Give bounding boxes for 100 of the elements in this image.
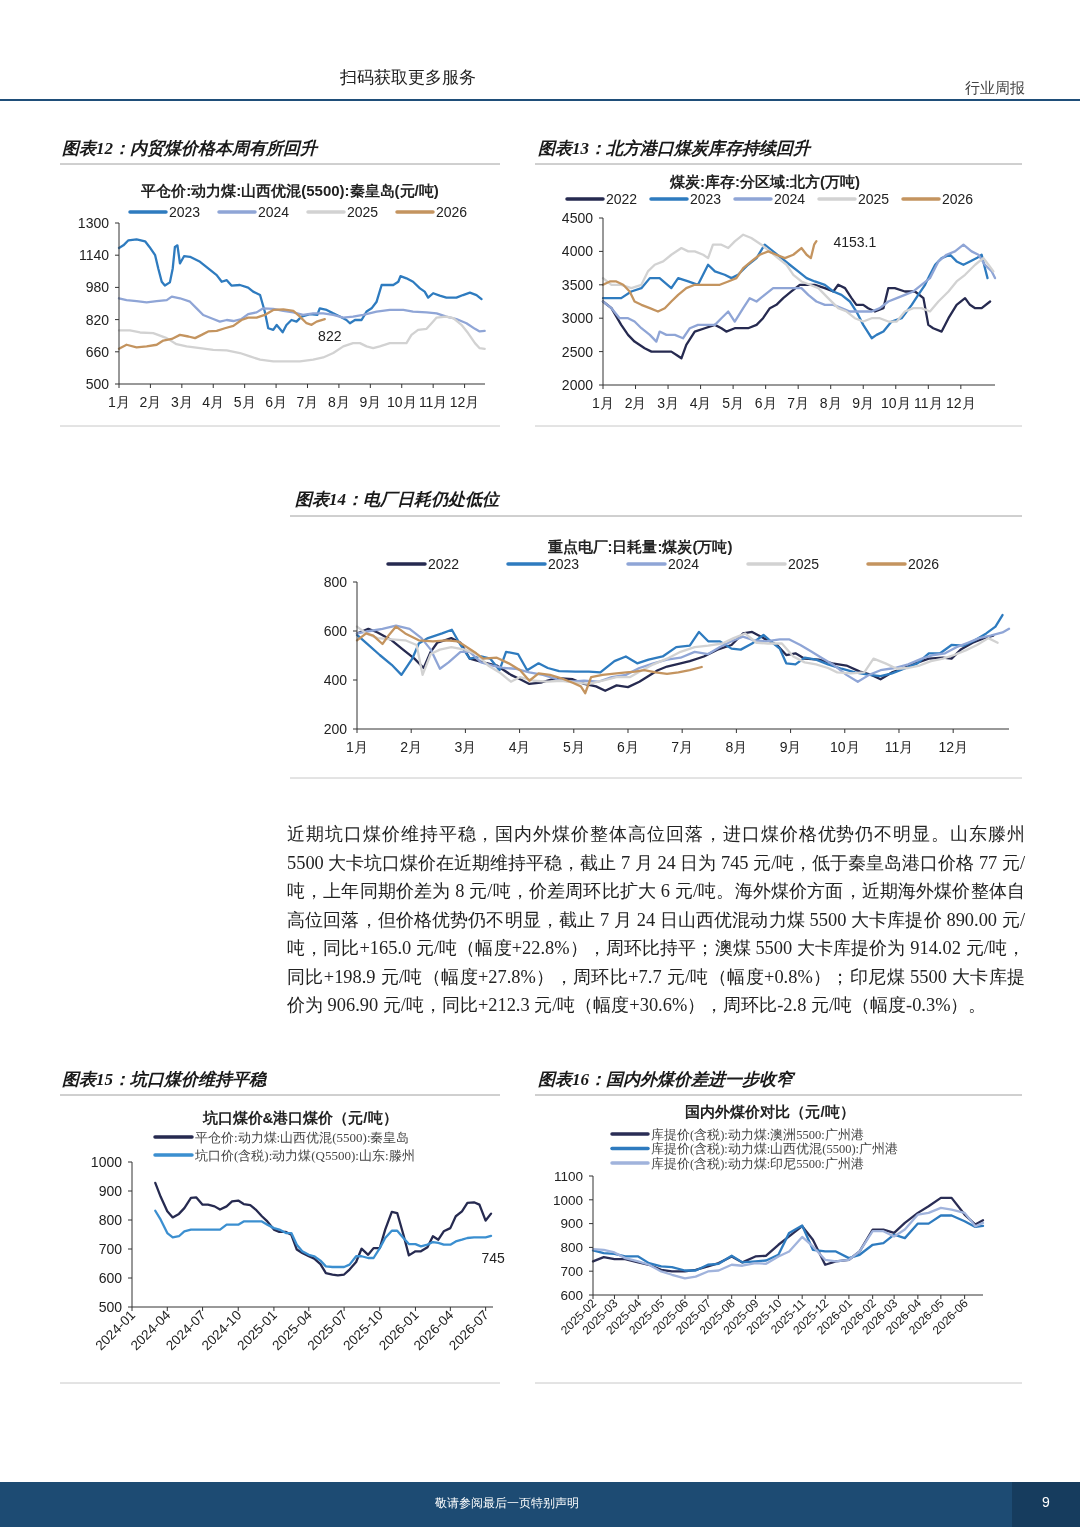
y-tick-label: 1000 (90, 1154, 123, 1171)
x-tick-label: 12月 (938, 739, 968, 755)
legend-item: 2026 (395, 204, 468, 221)
y-tick-label: 3500 (561, 276, 594, 293)
y-tick-label: 700 (560, 1264, 583, 1280)
x-tick-label: 10月 (386, 394, 417, 410)
x-tick-label: 12月 (946, 395, 976, 411)
annotation: 4153.1 (833, 234, 877, 251)
legend-label: 2026 (908, 556, 940, 573)
x-tick-label: 6月 (754, 395, 777, 411)
legend-label: 2022 (428, 556, 460, 573)
x-tick-label: 11月 (884, 739, 914, 755)
text: 敬请参阅最后一页特别声明 (434, 1495, 580, 1511)
y-tick-label: 1000 (552, 1192, 583, 1208)
x-tick-label: 12月 (449, 394, 480, 410)
y-tick-label: 4000 (561, 243, 594, 260)
y-tick-label: 500 (98, 1299, 123, 1316)
x-tick-label: 7月 (787, 395, 810, 411)
x-tick-label: 11月 (418, 394, 448, 410)
x-tick-label: 10月 (880, 395, 911, 411)
y-tick-label: 980 (85, 279, 110, 296)
legend-label: 2024 (774, 191, 806, 208)
text: 9 (1041, 1493, 1051, 1511)
chart-subtitle: 重点电厂:日耗量:煤炭(万吨) (546, 538, 733, 555)
y-tick-label: 800 (98, 1212, 123, 1229)
chart-subtitle: 坑口煤价&港口煤价（元/吨） (201, 1109, 398, 1126)
x-tick-label: 4月 (202, 394, 225, 410)
legend-item: 2025 (306, 204, 379, 221)
x-tick-label: 8月 (819, 395, 842, 411)
legend-label: 2023 (690, 191, 722, 208)
legend-label: 2025 (347, 204, 379, 221)
y-tick-label: 600 (323, 623, 348, 640)
legend-label: 库提价(含税):动力煤:印尼5500:广州港 (651, 1156, 864, 1171)
y-tick-label: 3000 (561, 310, 594, 327)
line-series (591, 1206, 985, 1280)
annotation: 745 (481, 1249, 505, 1266)
chart-title: 图表13：北方港口煤炭库存持续回升 (538, 139, 812, 158)
x-tick-label: 8月 (328, 394, 350, 410)
legend-item: 2026 (901, 191, 974, 208)
y-tick-label: 1140 (78, 247, 110, 264)
legend-item: 2023 (128, 204, 201, 221)
legend-label: 2026 (942, 191, 974, 208)
legend-label: 库提价(含税):动力煤:澳洲5500:广州港 (651, 1127, 864, 1142)
x-tick-label: 2月 (139, 394, 162, 410)
y-tick-label: 900 (560, 1216, 583, 1232)
chart-title: 图表12：内贸煤价格本周有所回升 (62, 139, 319, 158)
legend-item: 2024 (733, 191, 806, 208)
y-tick-label: 2500 (561, 343, 594, 360)
x-tick-label: 1月 (592, 395, 614, 411)
line-series (117, 295, 486, 333)
y-tick-label: 400 (323, 672, 348, 689)
chart-title: 图表16：国内外煤价差进一步收窄 (538, 1070, 796, 1089)
x-tick-label: 3月 (657, 395, 679, 411)
x-tick-label: 5月 (722, 395, 745, 411)
line-series (601, 233, 995, 323)
y-tick-label: 800 (323, 574, 348, 591)
legend-item: 2022 (565, 191, 638, 208)
chart-subtitle: 国内外煤价对比（元/吨） (685, 1103, 855, 1120)
x-tick-label: 6月 (265, 394, 287, 410)
y-tick-label: 1300 (77, 215, 110, 232)
text: 近期坑口煤价维持平稳，国内外煤价整体高位回落，进口煤价格优势仍不明显。山东滕州5500 大卡坑口煤价在近期维持平稳，截止 7 月 24 日为 745 元/吨，低于秦皇岛港口价格 77 元/吨，上年同期价差为 8 元/吨，价差周环比扩大 6 元/吨。海外煤价方面，近期海外煤价整体自高位回落，但价格优势仍不明显，截止 7 月 24 日山西优混动力煤 5500 大卡库提价 890.00 元/吨，同比+165.0 元/吨（幅度+22.8%），周环比持平；澳煤 5500 大卡库提价为 914.02 元/吨，同比+198.9 元/吨（幅度+27.8%），周环比+7.7 元/吨（幅度+0.8%）；印尼煤 5500 大卡库提价为 906.90 元/吨，同比+212.3 元/吨（幅度+30.6%），周环比-2.8 元/吨（幅度-0.3%）。 (287, 824, 1025, 1015)
legend-item: 2023 (506, 556, 580, 573)
y-tick-label: 660 (85, 343, 110, 360)
legend-item: 2025 (817, 191, 890, 208)
line-series (601, 240, 818, 313)
legend-label: 2026 (436, 204, 468, 221)
x-tick-label: 7月 (671, 739, 694, 755)
x-tick-label: 4月 (689, 395, 712, 411)
y-tick-label: 900 (98, 1183, 123, 1200)
legend-label: 坑口价(含税):动力煤(Q5500):山东:滕州 (194, 1147, 415, 1163)
x-tick-label: 6月 (617, 739, 639, 755)
legend-label: 2023 (169, 204, 201, 221)
legend-item: 平仓价:动力煤:山西优混(5500):秦皇岛 (153, 1129, 410, 1145)
legend-item: 2024 (626, 556, 700, 573)
chart-title: 图表15：坑口煤价维持平稳 (62, 1070, 268, 1089)
x-tick-label: 9月 (852, 395, 875, 411)
legend-item: 2022 (386, 556, 460, 573)
text: 扫码获取更多服务 (340, 67, 477, 89)
y-tick-label: 600 (98, 1270, 123, 1287)
x-tick-label: 8月 (725, 739, 748, 755)
y-tick-label: 1100 (553, 1168, 583, 1184)
y-tick-label: 700 (98, 1241, 123, 1258)
y-tick-label: 820 (85, 311, 110, 328)
legend-item: 2023 (649, 191, 722, 208)
x-tick-label: 10月 (829, 739, 860, 755)
legend-item: 2024 (217, 204, 290, 221)
legend-label: 2025 (788, 556, 820, 573)
line-series (355, 625, 703, 695)
x-tick-label: 2月 (400, 739, 423, 755)
y-tick-label: 200 (323, 721, 348, 738)
legend-item: 2026 (866, 556, 940, 573)
x-tick-label: 5月 (233, 394, 256, 410)
legend-label: 2023 (548, 556, 580, 573)
legend-item: 2025 (746, 556, 820, 573)
x-tick-label: 9月 (779, 739, 802, 755)
legend-item: 库提价(含税):动力煤:山西优混(5500):广州港 (610, 1142, 899, 1156)
chart-title: 图表14：电厂日耗仍处低位 (295, 490, 501, 509)
x-tick-label: 1月 (346, 739, 368, 755)
y-tick-label: 800 (560, 1240, 583, 1256)
x-tick-label: 2月 (624, 395, 647, 411)
